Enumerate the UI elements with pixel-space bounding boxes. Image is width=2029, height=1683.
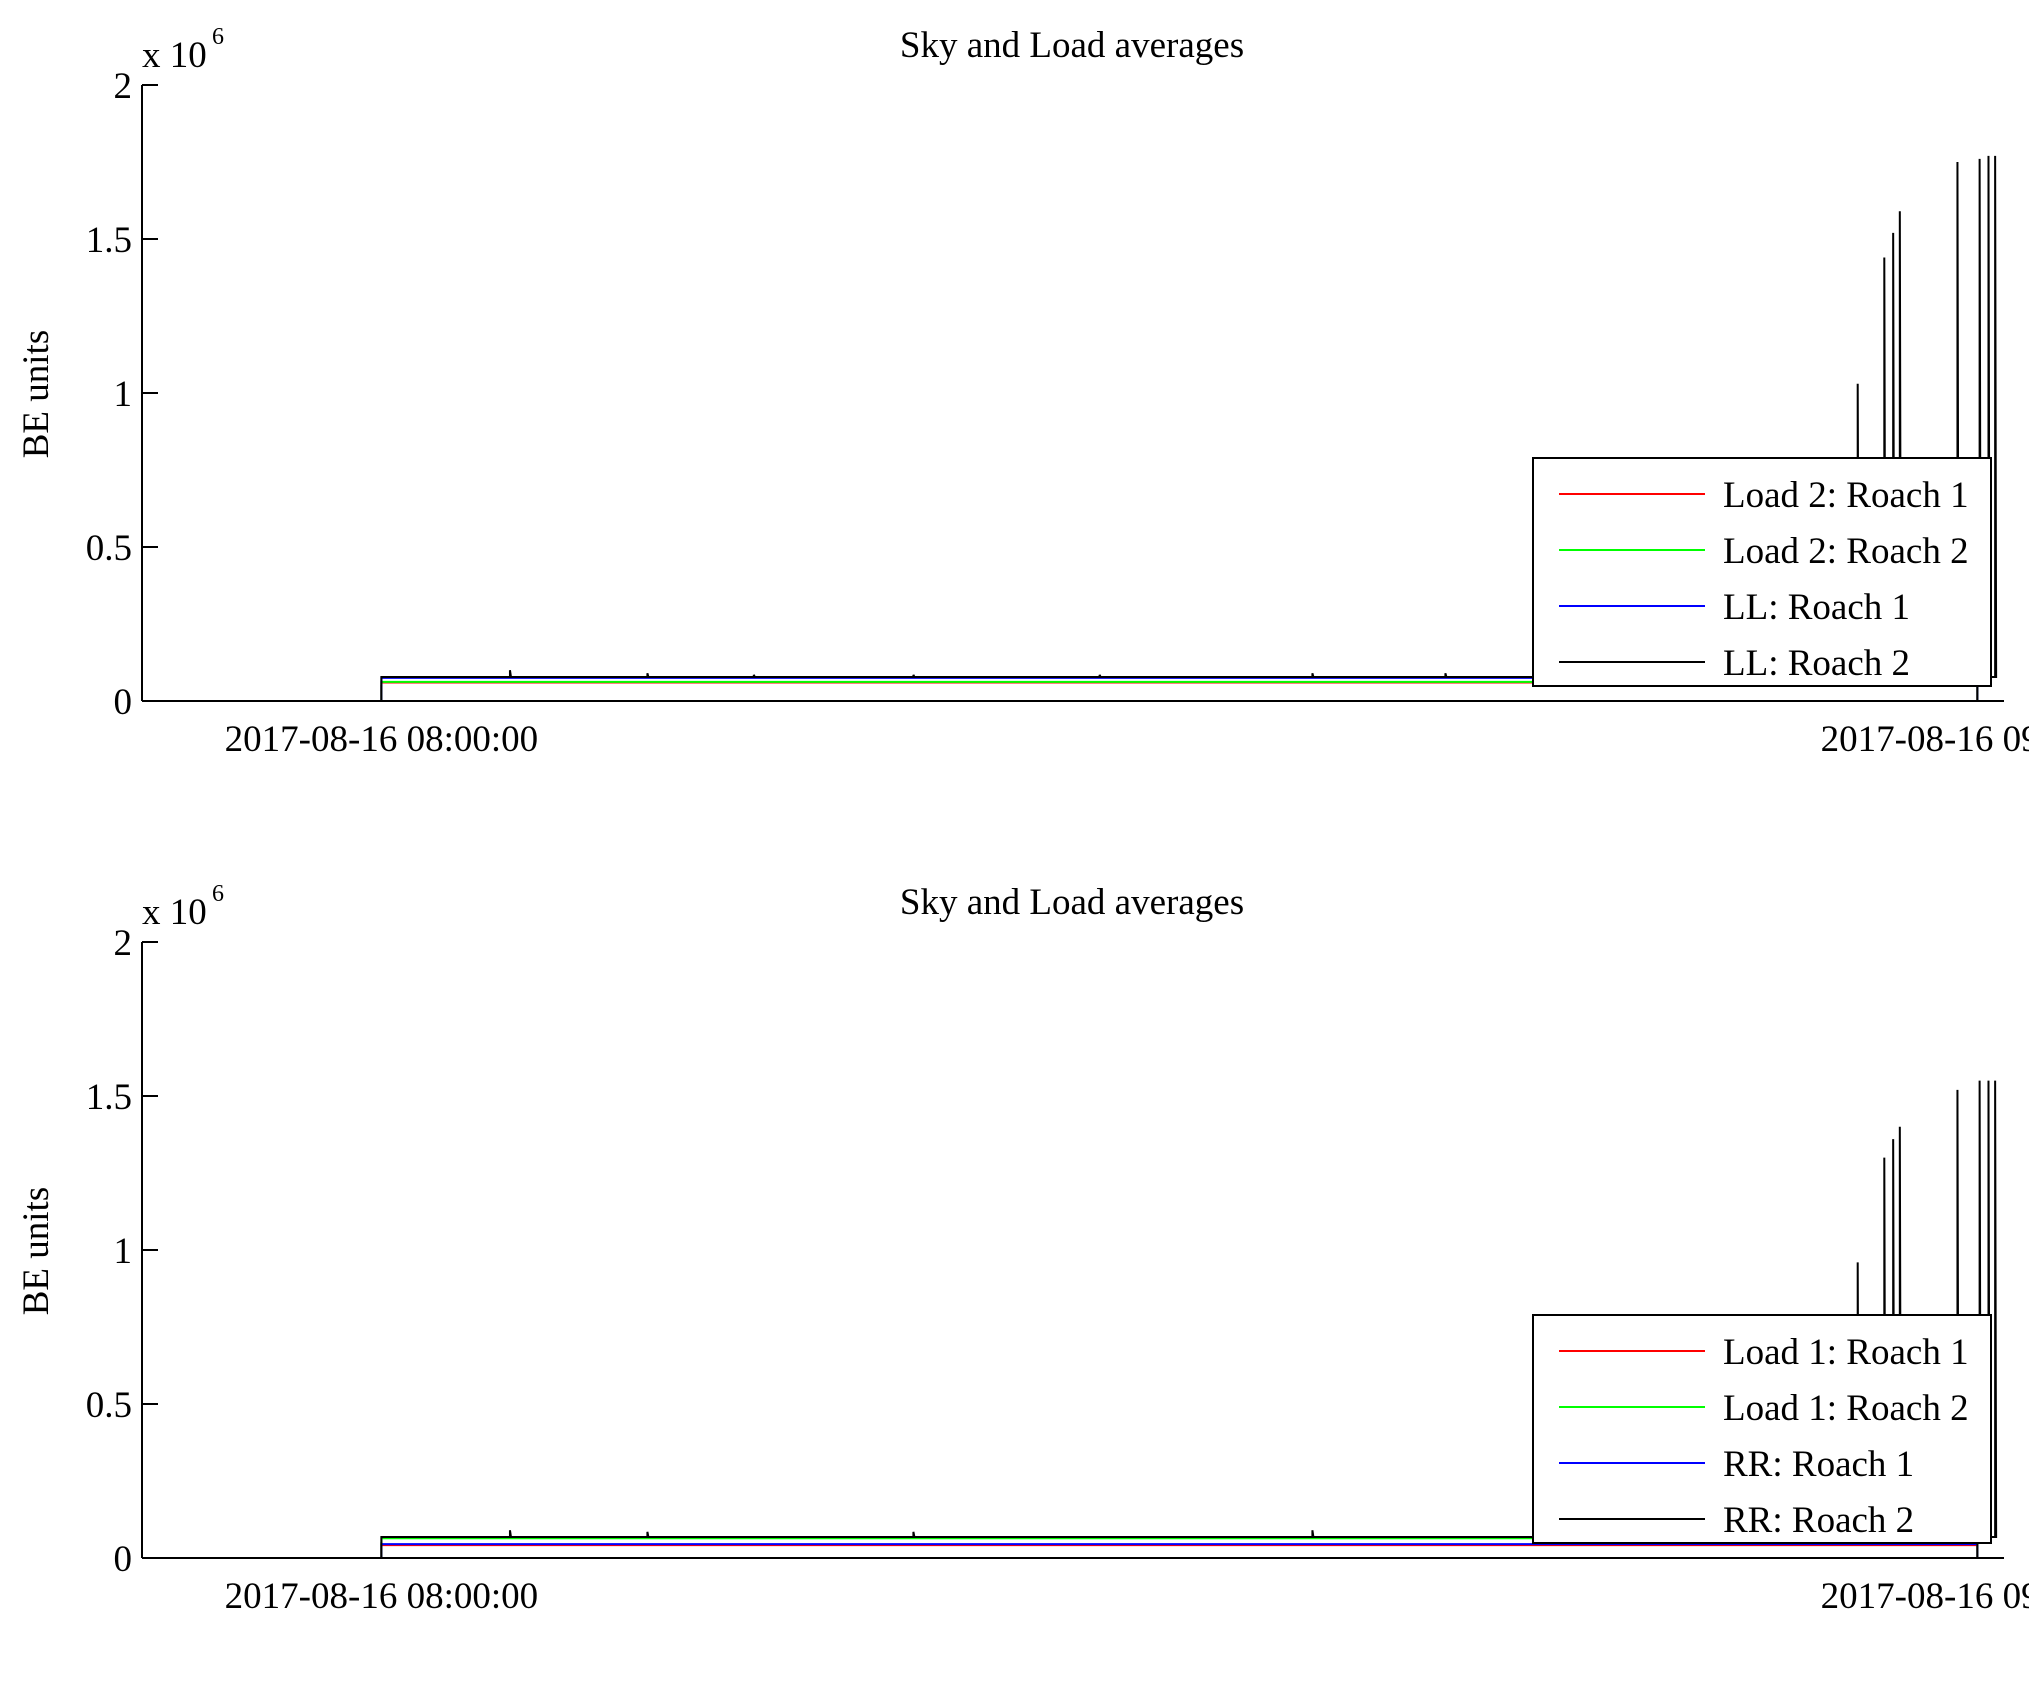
series-line: [380, 1544, 1979, 1558]
y-axis-label: BE units: [16, 1187, 57, 1316]
y-tick-label: 2: [114, 923, 133, 964]
legend: Load 1: Roach 1 Load 1: Roach 2 RR: Roach …: [1532, 1314, 1992, 1544]
legend-entry: Load 1: Roach 1: [1559, 1332, 1969, 1373]
chart-panel-top: Sky and Load averages BE units x 10 6 00…: [16, 24, 2029, 760]
y-multiplier: x 10: [142, 35, 207, 76]
legend-label: RR: Roach 1: [1723, 1444, 1914, 1485]
y-multiplier-exponent: 6: [212, 24, 224, 50]
y-axis-label: BE units: [16, 330, 57, 459]
legend-label: LL: Roach 2: [1723, 643, 1910, 684]
x-ticks: 2017-08-16 08:00:00 2017-08-16 09:00:00: [225, 1542, 2029, 1617]
chart-panel-bottom: Sky and Load averages BE units x 10 6 00…: [16, 881, 2029, 1617]
legend-label: RR: Roach 2: [1723, 1500, 1914, 1541]
y-tick-label: 0.5: [86, 528, 132, 569]
legend-entry: Load 1: Roach 2: [1559, 1388, 1969, 1429]
legend-label: LL: Roach 1: [1723, 587, 1910, 628]
y-tick-label: 1: [114, 1231, 133, 1272]
y-tick-label: 0: [114, 1539, 133, 1580]
series-1: [380, 1544, 1979, 1558]
x-tick-label: 2017-08-16 08:00:00: [225, 719, 538, 760]
series-3: [380, 1543, 1979, 1558]
y-tick-label: 1.5: [86, 1077, 132, 1118]
legend-entry: LL: Roach 1: [1559, 587, 1910, 628]
x-tick-label: 2017-08-16 08:00:00: [225, 1576, 538, 1617]
legend-box: [1532, 457, 1992, 687]
legend-entry: RR: Roach 1: [1559, 1444, 1914, 1485]
y-ticks: 0 0.5 1 1.5 2: [86, 66, 158, 723]
chart-title: Sky and Load averages: [900, 882, 1244, 923]
y-tick-label: 1: [114, 374, 133, 415]
x-tick-label: 2017-08-16 09:00:00: [1821, 1576, 2029, 1617]
y-tick-label: 1.5: [86, 220, 132, 261]
legend: Load 2: Roach 1 Load 2: Roach 2 LL: Roach …: [1532, 457, 1992, 687]
legend-entry: LL: Roach 2: [1559, 643, 1910, 684]
x-ticks: 2017-08-16 08:00:00 2017-08-16 09:00:00: [225, 685, 2029, 760]
y-tick-label: 0: [114, 682, 133, 723]
y-multiplier-base: x 10: [142, 35, 207, 76]
legend-entry: Load 2: Roach 1: [1559, 475, 1969, 516]
x-tick-label: 2017-08-16 09:00:00: [1821, 719, 2029, 760]
y-tick-label: 0.5: [86, 1385, 132, 1426]
y-ticks: 0 0.5 1 1.5 2: [86, 923, 158, 1580]
legend-label: Load 2: Roach 1: [1723, 475, 1969, 516]
legend-box: [1532, 1314, 1992, 1544]
legend-label: Load 1: Roach 1: [1723, 1332, 1969, 1373]
y-multiplier-exponent: 6: [212, 881, 224, 907]
y-tick-label: 2: [114, 66, 133, 107]
chart-title: Sky and Load averages: [900, 25, 1244, 66]
legend-entry: RR: Roach 2: [1559, 1500, 1914, 1541]
legend-label: Load 2: Roach 2: [1723, 531, 1969, 572]
legend-entry: Load 2: Roach 2: [1559, 531, 1969, 572]
legend-label: Load 1: Roach 2: [1723, 1388, 1969, 1429]
y-multiplier: x 10: [142, 892, 207, 933]
series-line: [380, 1543, 1979, 1558]
y-multiplier-base: x 10: [142, 892, 207, 933]
